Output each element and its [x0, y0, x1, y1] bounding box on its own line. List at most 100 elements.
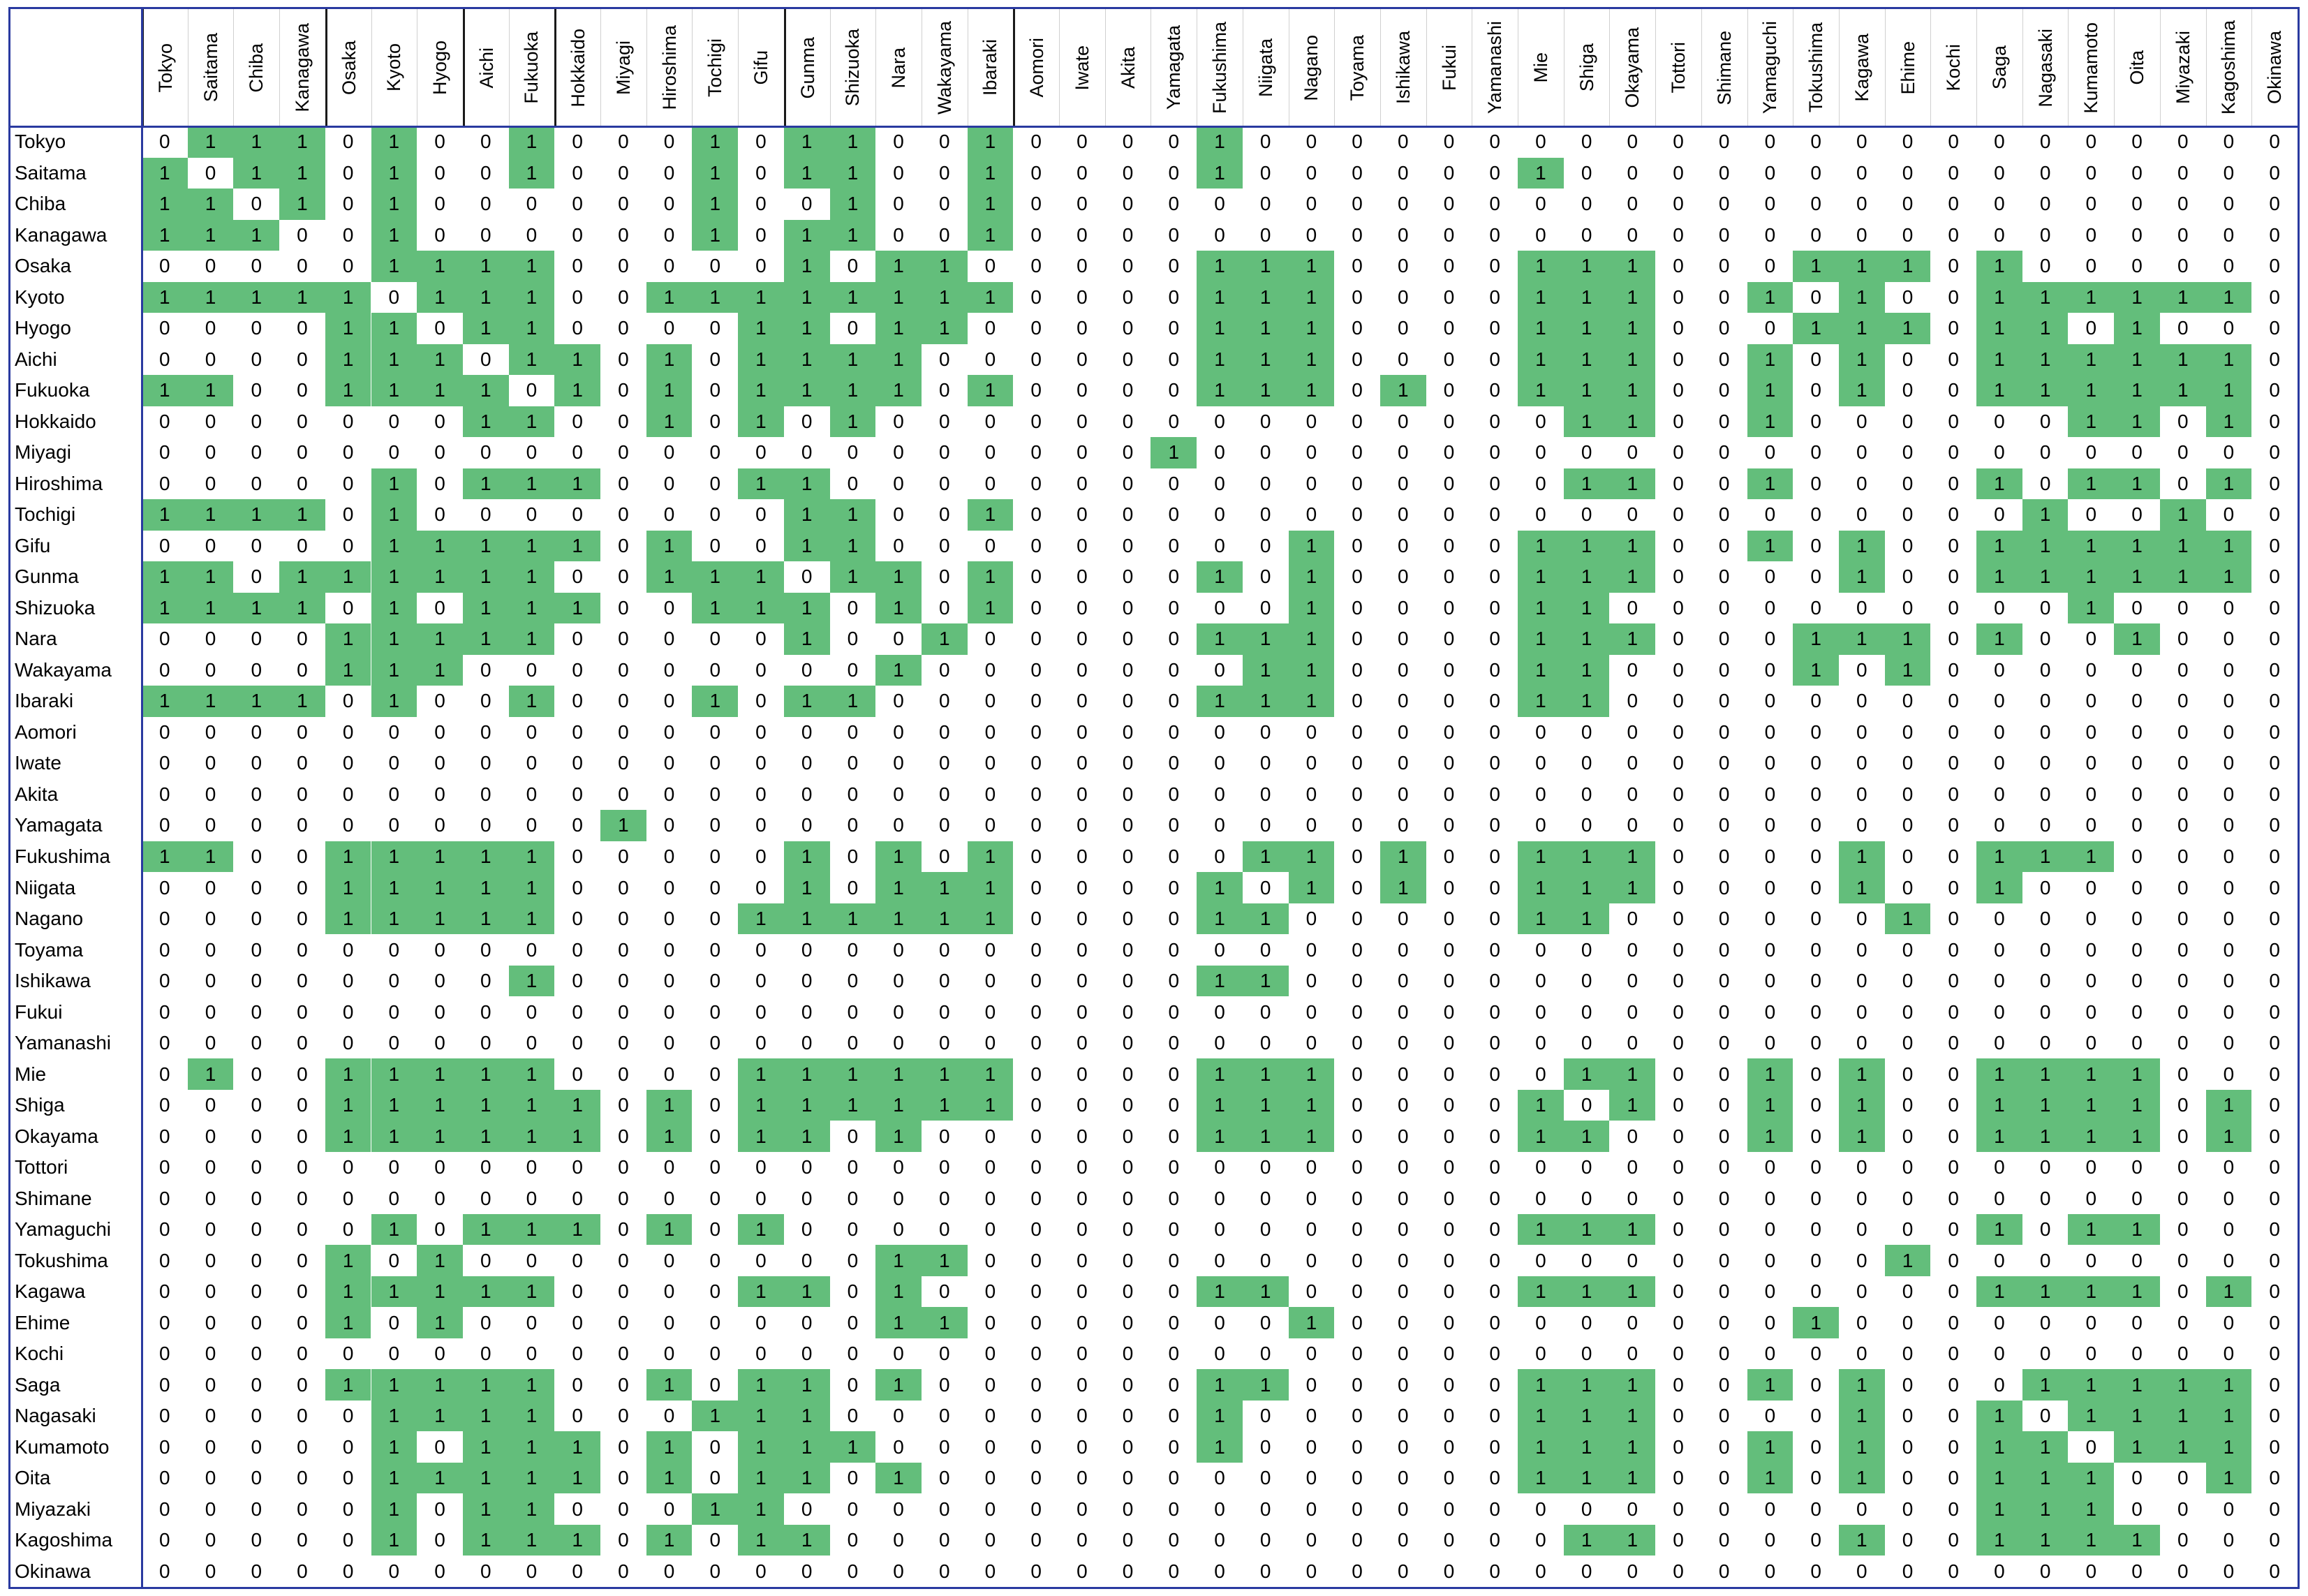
- matrix-cell: 0: [142, 437, 188, 468]
- matrix-cell-text: 0: [618, 752, 629, 774]
- matrix-cell-text: 0: [1398, 566, 1409, 588]
- matrix-cell-text: 0: [1398, 814, 1409, 836]
- matrix-cell-text: 0: [1077, 1498, 1088, 1520]
- matrix-cell-text: 0: [388, 441, 400, 464]
- matrix-cell: 1: [1242, 1089, 1289, 1121]
- matrix-cell-text: 0: [1718, 286, 1730, 308]
- matrix-cell: 0: [2068, 1307, 2114, 1338]
- matrix-cell: 0: [2068, 251, 2114, 282]
- matrix-cell: 0: [142, 1463, 188, 1494]
- matrix-cell: 0: [922, 655, 968, 686]
- matrix-cell: 1: [1379, 375, 1426, 406]
- matrix-cell: 1: [2068, 1121, 2115, 1152]
- matrix-cell: 0: [1793, 406, 1839, 438]
- matrix-cell: 0: [1976, 903, 2022, 935]
- matrix-cell-text: 0: [1673, 658, 1684, 681]
- matrix-cell-text: 1: [1856, 1125, 1867, 1147]
- matrix-cell-text: 0: [893, 193, 904, 215]
- matrix-cell-text: 1: [205, 690, 216, 712]
- matrix-cell: 0: [1701, 717, 1747, 748]
- matrix-cell: 1: [2068, 1524, 2115, 1556]
- column-header: Toyama: [1334, 9, 1380, 126]
- matrix-cell: 0: [2114, 1338, 2160, 1370]
- matrix-cell-text: 0: [205, 876, 216, 899]
- matrix-cell-text: 1: [2223, 472, 2235, 494]
- matrix-cell-text: 0: [2039, 131, 2051, 153]
- matrix-cell: 0: [1426, 810, 1472, 841]
- matrix-cell-text: 0: [709, 970, 721, 992]
- matrix-cell-text: 0: [251, 1156, 262, 1178]
- matrix-cell-text: 0: [1305, 1435, 1317, 1458]
- matrix-cell-text: 0: [526, 1156, 538, 1178]
- matrix-cell-text: 0: [1122, 161, 1134, 184]
- column-header: Oita: [2114, 9, 2160, 126]
- matrix-cell: 1: [783, 468, 830, 500]
- matrix-cell-text: 1: [388, 472, 400, 494]
- matrix-cell: 0: [1839, 1028, 1885, 1059]
- matrix-cell-text: 0: [663, 161, 675, 184]
- matrix-cell: 0: [1426, 1525, 1472, 1556]
- matrix-cell: 0: [1518, 406, 1564, 438]
- matrix-cell-text: 1: [801, 1094, 813, 1116]
- matrix-cell: 0: [279, 1431, 325, 1463]
- matrix-cell-text: 0: [480, 1249, 491, 1271]
- matrix-cell-text: 0: [1673, 472, 1684, 494]
- matrix-cell: 1: [325, 903, 371, 935]
- matrix-cell-text: 0: [1673, 1218, 1684, 1241]
- matrix-cell: 0: [1655, 1463, 1701, 1494]
- matrix-cell-text: 1: [893, 255, 904, 277]
- matrix-cell: 0: [1609, 810, 1655, 841]
- matrix-cell-text: 0: [1077, 472, 1088, 494]
- matrix-cell-text: 1: [893, 1373, 904, 1396]
- matrix-cell: 1: [783, 592, 830, 624]
- matrix-cell-text: 0: [938, 845, 950, 867]
- matrix-cell: 0: [875, 1431, 922, 1463]
- matrix-cell-text: 0: [2131, 721, 2143, 743]
- matrix-cell: 0: [1151, 344, 1197, 376]
- matrix-cell: 0: [2022, 655, 2069, 686]
- matrix-cell-text: 0: [1168, 534, 1180, 556]
- matrix-cell-text: 0: [1764, 908, 1776, 930]
- column-header-text: Yamagata: [1163, 25, 1185, 110]
- matrix-cell-text: 0: [1030, 317, 1042, 339]
- matrix-cell: 0: [1013, 1152, 1059, 1183]
- matrix-cell: 0: [692, 748, 738, 779]
- matrix-cell-text: 0: [1994, 690, 2005, 712]
- matrix-cell: 0: [1380, 1431, 1426, 1463]
- matrix-cell-text: 0: [297, 1311, 308, 1333]
- matrix-cell-text: 0: [1077, 845, 1088, 867]
- matrix-cell-text: 0: [1259, 534, 1271, 556]
- matrix-cell: 0: [1013, 1463, 1059, 1494]
- matrix-cell-text: 0: [1764, 1405, 1776, 1427]
- matrix-cell-text: 0: [1077, 566, 1088, 588]
- row-header: Nagasaki: [10, 1401, 142, 1432]
- matrix-cell-text: 0: [801, 1156, 813, 1178]
- matrix-cell: 0: [1105, 686, 1151, 717]
- matrix-cell-text: 0: [2085, 970, 2097, 992]
- matrix-cell: 0: [1839, 220, 1885, 251]
- matrix-cell: 0: [1334, 531, 1380, 562]
- matrix-cell-text: 0: [2085, 1156, 2097, 1178]
- matrix-cell-text: 0: [847, 317, 859, 339]
- matrix-cell: 0: [646, 841, 693, 873]
- matrix-cell-text: 0: [388, 752, 400, 774]
- matrix-cell: 0: [692, 966, 738, 997]
- matrix-cell: 0: [142, 996, 188, 1028]
- matrix-cell-text: 0: [159, 1373, 170, 1396]
- matrix-cell: 1: [2068, 468, 2115, 500]
- matrix-cell-text: 0: [1443, 814, 1455, 836]
- matrix-cell: 0: [188, 872, 234, 903]
- matrix-cell-text: 0: [1902, 286, 1914, 308]
- matrix-cell-text: 0: [297, 1560, 308, 1582]
- matrix-cell: 1: [417, 1245, 463, 1276]
- matrix-cell-text: 1: [1535, 348, 1546, 370]
- matrix-cell: 0: [1289, 1556, 1335, 1587]
- row-header-text: Kagoshima: [15, 1529, 113, 1551]
- matrix-cell: 0: [1655, 1556, 1701, 1587]
- matrix-cell: 0: [1701, 903, 1747, 935]
- matrix-cell-text: 0: [755, 845, 767, 867]
- matrix-cell: 0: [509, 220, 555, 251]
- matrix-cell-text: 0: [1718, 1094, 1730, 1116]
- matrix-cell-text: 0: [2177, 628, 2189, 650]
- matrix-cell-text: 0: [2223, 938, 2235, 961]
